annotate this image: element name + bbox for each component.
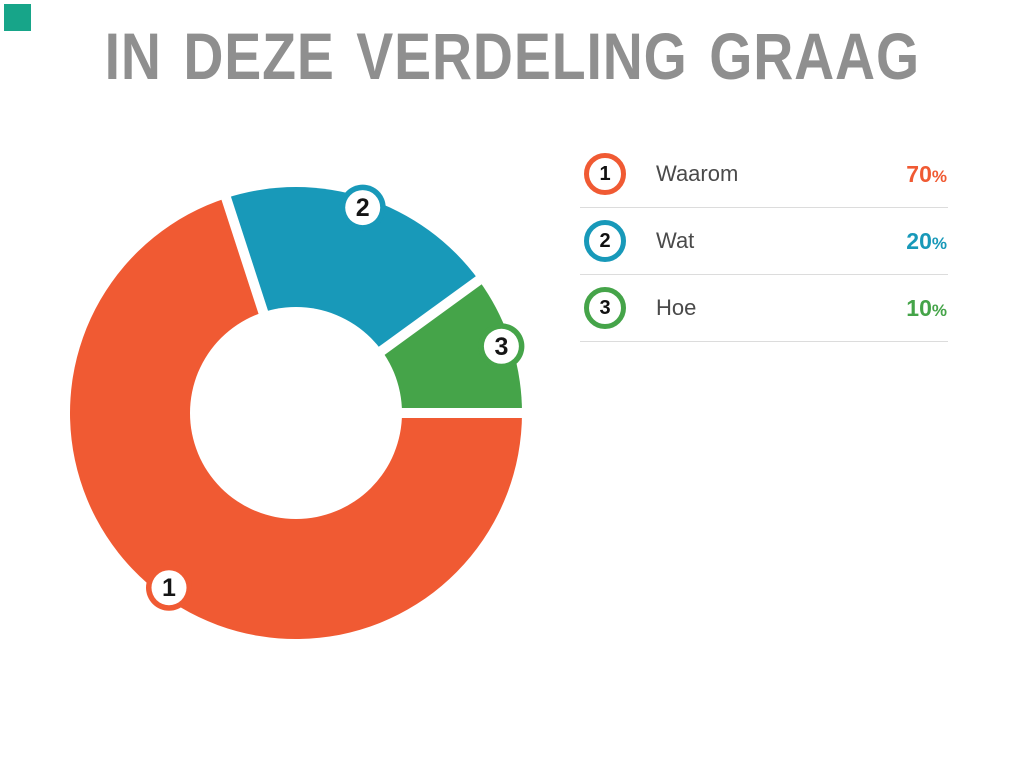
legend-number: 2 [599,229,611,252]
legend-number-badge: 2 [584,220,626,262]
donut-chart: 1 2 3 [33,150,559,676]
marker-face-3 [483,328,519,364]
legend: 1 Waarom 70% 2 Wat 20% 3 Hoe 10% [580,141,948,342]
legend-percent: 20% [906,228,947,255]
legend-label: Waarom [656,161,739,186]
page-title-text: IN DEZE VERDELING GRAAG [104,20,920,94]
percent-sign: % [931,300,947,320]
legend-percent-value: 70 [906,160,932,187]
percent-sign: % [931,233,947,253]
legend-percent: 70% [906,161,947,188]
corner-mark [4,4,31,31]
marker-face-1 [151,570,187,606]
legend-number-badge: 3 [584,287,626,329]
page-title: IN DEZE VERDELING GRAAG [0,20,1024,94]
marker-number-1: 1 [162,574,176,602]
legend-number: 1 [599,162,611,185]
legend-percent-value: 10 [906,294,932,321]
marker-face-2 [345,190,381,226]
donut-chart-svg: 1 2 3 [69,184,530,640]
donut-hole [190,307,402,519]
percent-sign: % [931,166,947,186]
legend-label: Wat [656,228,695,253]
marker-number-2: 2 [356,194,370,222]
legend-number-badge: 1 [584,153,626,195]
legend-percent-value: 20 [906,227,932,254]
legend-item-hoe: 3 Hoe 10% [580,275,948,342]
legend-item-waarom: 1 Waarom 70% [580,141,948,208]
legend-label: Hoe [656,295,697,320]
legend-number: 3 [599,296,611,319]
legend-item-wat: 2 Wat 20% [580,208,948,275]
marker-number-3: 3 [494,333,508,361]
legend-percent: 10% [906,295,947,322]
